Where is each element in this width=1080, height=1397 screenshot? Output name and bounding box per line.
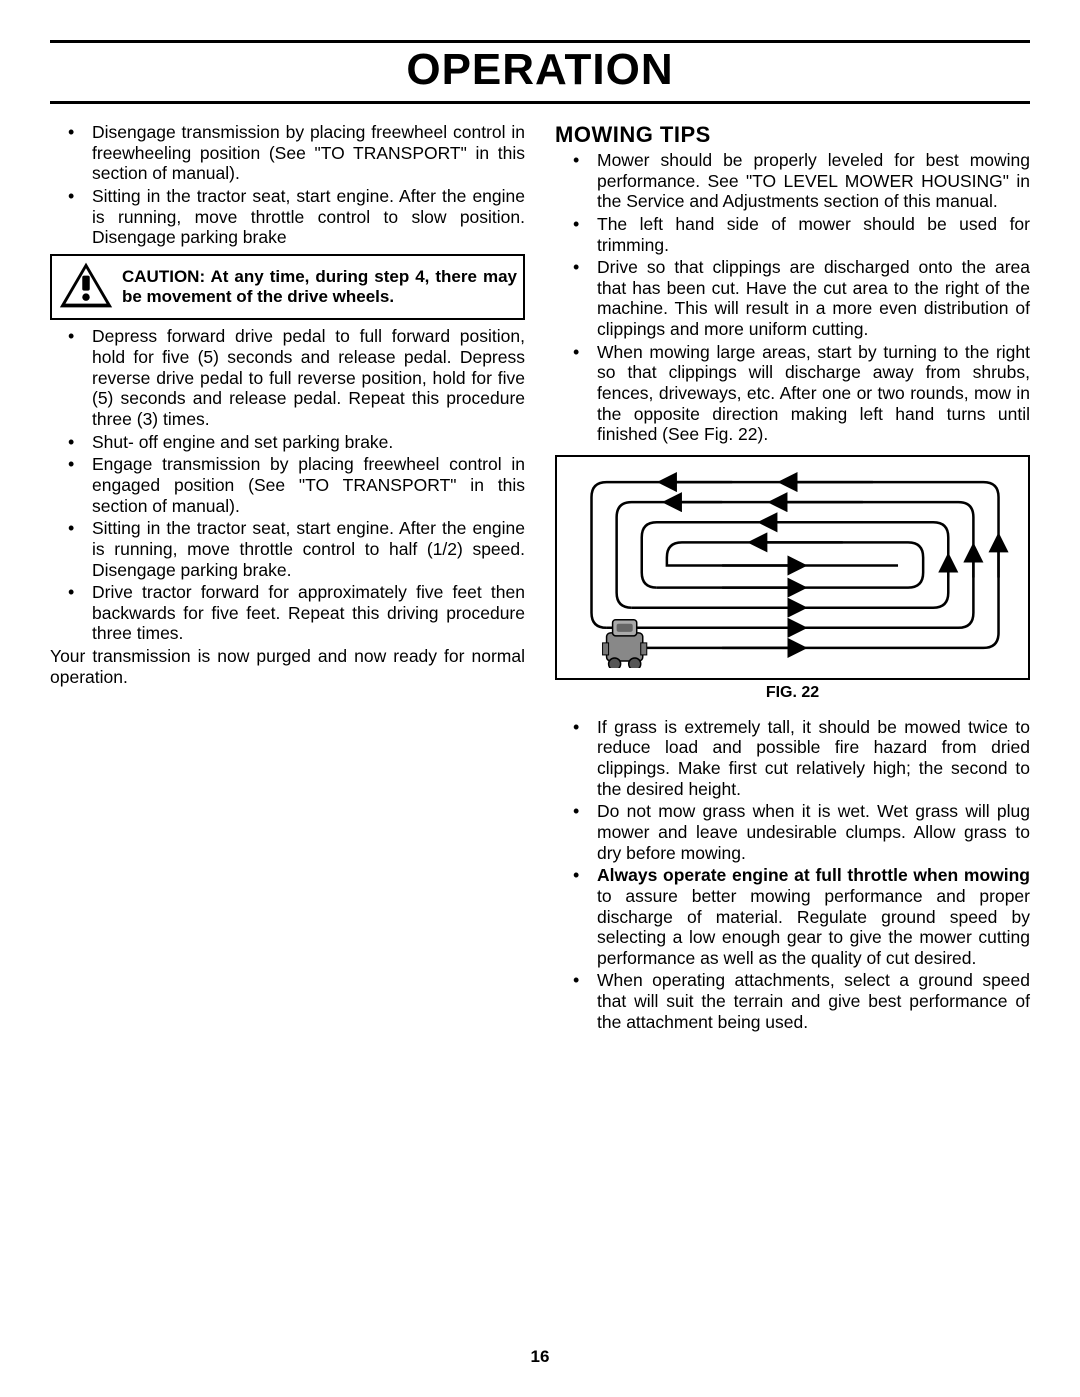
left-list-2: Depress forward drive pedal to full forw…	[50, 326, 525, 644]
right-list-1: Mower should be properly leveled for bes…	[555, 150, 1030, 445]
list-item: Drive tractor forward for approximately …	[50, 582, 525, 644]
list-item: Disengage transmission by placing freewh…	[50, 122, 525, 184]
list-item: Do not mow grass when it is wet. Wet gra…	[555, 801, 1030, 863]
right-column: MOWING TIPS Mower should be properly lev…	[555, 122, 1030, 1034]
two-column-layout: Disengage transmission by placing freewh…	[50, 122, 1030, 1034]
caution-text: CAUTION: At any time, during step 4, the…	[122, 267, 517, 307]
figure-caption: FIG. 22	[555, 684, 1030, 703]
list-item: If grass is extremely tall, it should be…	[555, 717, 1030, 800]
left-column: Disengage transmission by placing freewh…	[50, 122, 525, 1034]
left-list-1: Disengage transmission by placing freewh…	[50, 122, 525, 248]
list-item: When operating attachments, select a gro…	[555, 970, 1030, 1032]
list-item: The left hand side of mower should be us…	[555, 214, 1030, 255]
list-item: Drive so that clippings are discharged o…	[555, 257, 1030, 340]
list-item: Sitting in the tractor seat, start engin…	[50, 518, 525, 580]
list-item: Depress forward drive pedal to full forw…	[50, 326, 525, 429]
mowing-pattern-diagram	[555, 455, 1030, 680]
list-item: When mowing large areas, start by turnin…	[555, 342, 1030, 445]
bold-text: Always operate engine at full throttle w…	[597, 865, 1030, 885]
closing-paragraph: Your transmission is now purged and now …	[50, 646, 525, 687]
warning-triangle-icon	[58, 260, 114, 315]
page-number: 16	[0, 1347, 1080, 1367]
body-text: to assure better mowing performance and …	[597, 886, 1030, 968]
right-list-2: If grass is extremely tall, it should be…	[555, 717, 1030, 1033]
list-item: Mower should be properly leveled for bes…	[555, 150, 1030, 212]
mowing-tips-heading: MOWING TIPS	[555, 122, 1030, 148]
list-item: Shut- off engine and set parking brake.	[50, 432, 525, 453]
list-item: Always operate engine at full throttle w…	[555, 865, 1030, 968]
page-title: OPERATION	[50, 40, 1030, 104]
list-item: Sitting in the tractor seat, start engin…	[50, 186, 525, 248]
list-item: Engage transmission by placing freewheel…	[50, 454, 525, 516]
caution-box: CAUTION: At any time, during step 4, the…	[50, 254, 525, 321]
